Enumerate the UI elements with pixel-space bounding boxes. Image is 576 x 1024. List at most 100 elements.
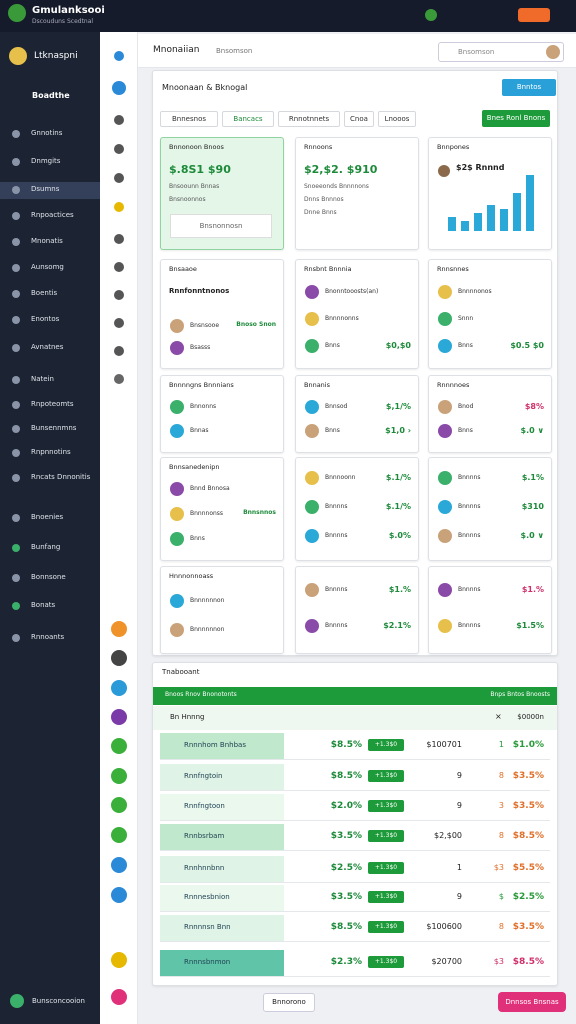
sidebar-item[interactable]: Mnonatis [31, 237, 63, 245]
rail-icon [111, 768, 127, 784]
avatar [8, 4, 26, 22]
amount: $100701 [426, 740, 462, 749]
sidebar-icon [12, 634, 20, 642]
sidebar-item[interactable]: Dsumns [31, 185, 60, 193]
row-icon [170, 531, 184, 546]
card-subtitle: Rnnfonntnonos [169, 287, 230, 295]
sidebar-section: Boadthe [32, 91, 70, 100]
card-title: Rnnnnoes [437, 381, 470, 389]
row-label: Bnnnns [325, 586, 348, 593]
sidebar-item[interactable]: Rncats Dnnonitis [31, 473, 91, 481]
card [428, 375, 552, 453]
rail-icon [111, 621, 127, 637]
row-label: Bnnonns [190, 403, 217, 410]
row-label: Bnns [325, 341, 340, 349]
rail-icon [111, 709, 127, 725]
percent: $3.5% [512, 922, 544, 932]
app-subtitle: Dscouduns Scedtnal [32, 18, 94, 25]
row-label: Bnonntooosts(an) [325, 288, 379, 296]
row-value: $0,$0 [385, 340, 411, 350]
badge: +1.3$0 [368, 739, 404, 751]
name: Rnnnhom Bnhbas [184, 741, 246, 749]
sidebar-item[interactable]: Enontos [31, 315, 60, 323]
count: 1 [498, 740, 504, 749]
footer-icon [10, 994, 24, 1008]
tab[interactable]: Rnnotnnets [278, 111, 340, 127]
sidebar-item[interactable]: Dnmgits [31, 157, 61, 165]
action-button[interactable]: Dnnsos Bnsnas [498, 992, 566, 1012]
name-cell [160, 824, 284, 850]
card-title: Bnnsanedenipn [169, 463, 220, 471]
card [428, 566, 552, 654]
status-icon [425, 9, 437, 21]
sidebar-icon [12, 130, 20, 138]
amount: 9 [456, 801, 462, 810]
sidebar-item[interactable]: Rnpoactices [31, 211, 74, 219]
sidebar-footer[interactable]: Bunsconcooion [32, 997, 85, 1005]
name-cell [160, 764, 284, 790]
sidebar-item[interactable]: Gnnotins [31, 129, 63, 137]
sidebar-icon [12, 474, 20, 482]
sidebar-icon [12, 376, 20, 384]
tab[interactable]: Bnnesnos [160, 111, 218, 127]
sidebar-item[interactable]: Bunfang [31, 543, 61, 551]
row-label: Bnnnns [458, 532, 481, 540]
sidebar-item[interactable]: Rnpoteomts [31, 400, 74, 408]
sidebar-icon [12, 514, 20, 522]
sidebar-item[interactable]: Rnpnnotins [31, 448, 71, 456]
badge: +1.3$0 [368, 830, 404, 842]
sidebar-item[interactable]: Bonnsone [31, 573, 66, 581]
row-label: Bnnnnnnon [190, 625, 225, 633]
sidebar-icon [12, 401, 20, 409]
row-label: Bnnas [190, 427, 209, 434]
row-label: Bnnnns [458, 503, 481, 510]
value: $8.5% [330, 771, 362, 781]
breadcrumb: Bnsomson [216, 47, 253, 55]
value: $2.3% [330, 957, 362, 967]
row-value: $1.% [521, 585, 544, 594]
row-icon [438, 500, 452, 514]
tab[interactable]: Bancacs [222, 111, 274, 127]
card-title: Rnsbnt Bnnnia [304, 265, 352, 273]
footer-button[interactable]: Bnnorono [263, 993, 315, 1012]
table-sub-right: $0000n [517, 713, 544, 721]
sidebar-item[interactable]: Bnoenies [31, 513, 64, 521]
sidebar-icon [12, 264, 20, 272]
row-value: $8% [524, 402, 544, 411]
sidebar-item[interactable]: Boentis [31, 289, 58, 297]
chart-bar [513, 193, 521, 231]
sidebar-item[interactable]: Avnatnes [31, 343, 64, 351]
name-cell [160, 733, 284, 759]
sidebar-active [0, 182, 100, 199]
sidebar-icon [12, 212, 20, 220]
tab-button[interactable]: Bnes Ronl Bnons [482, 110, 550, 127]
card-title: Hnnnonnoass [169, 572, 214, 580]
card-title: Bnnonoon Bnoos [169, 143, 224, 151]
rail-icon [111, 887, 127, 903]
sidebar-item[interactable]: Rnnoants [31, 633, 65, 641]
card-line: Dnne Bnns [304, 209, 337, 216]
table-title: Tnabooant [162, 668, 200, 676]
row-value: Bnnsnnos [243, 509, 276, 516]
row-label: Bnnnoonn [325, 473, 356, 481]
sidebar-item[interactable]: Aunsomg [31, 263, 64, 271]
row-value: $310 [521, 502, 544, 511]
row-label: Bnod [458, 403, 474, 410]
rail-icon [114, 290, 124, 300]
row-icon [305, 619, 319, 633]
header [138, 34, 576, 68]
rail-icon [114, 144, 124, 154]
notify-btn[interactable] [518, 8, 550, 22]
sidebar-icon [12, 602, 20, 610]
tab[interactable]: Lnooos [378, 111, 416, 127]
card-button[interactable]: Bnsnonnosn [170, 214, 272, 238]
name: Rnnfngtoon [184, 802, 225, 810]
sidebar-item[interactable]: Bunsennmns [31, 424, 77, 432]
top-bar [0, 0, 576, 32]
panel-button[interactable]: Bnntos [502, 79, 556, 96]
row-icon [170, 482, 184, 497]
sidebar-item[interactable]: Bonats [31, 601, 56, 609]
search-box[interactable] [438, 42, 564, 62]
tab[interactable]: Cnoa [344, 111, 374, 127]
sidebar-item[interactable]: Natein [31, 375, 54, 383]
